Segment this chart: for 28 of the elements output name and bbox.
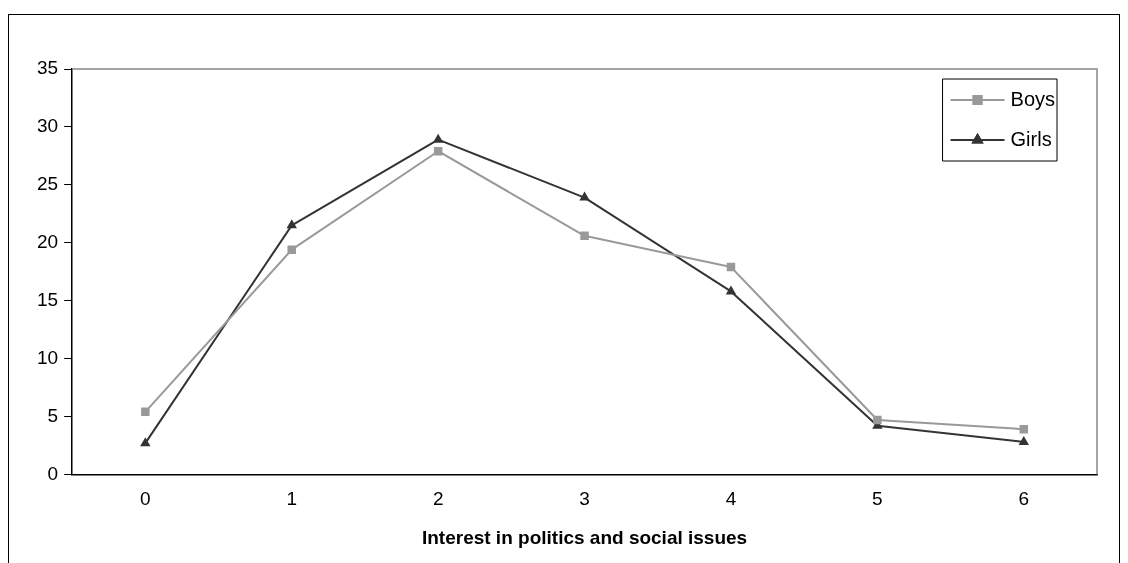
x-tick-label: 6 bbox=[1018, 488, 1030, 510]
point bbox=[140, 437, 151, 447]
legend-label: Boys bbox=[1010, 87, 1056, 110]
x-tick-label: 2 bbox=[432, 488, 444, 510]
x-tick-label: 5 bbox=[872, 488, 883, 510]
point bbox=[287, 245, 296, 254]
point bbox=[141, 407, 150, 417]
y-tick-label: 10 bbox=[36, 346, 59, 368]
point bbox=[432, 133, 444, 143]
y-tick-label: 20 bbox=[36, 230, 59, 252]
x-axis-title: Interest in politics and social issues bbox=[421, 526, 748, 548]
x-tick-label: 4 bbox=[725, 488, 737, 510]
legend-label: Girls bbox=[1010, 127, 1052, 150]
point bbox=[580, 231, 589, 241]
y-tick-label: 0 bbox=[47, 462, 59, 484]
x-tick-label: 0 bbox=[140, 488, 151, 510]
y-tick-label: 35 bbox=[36, 57, 59, 79]
x-tick-label: 1 bbox=[286, 488, 298, 510]
point bbox=[725, 285, 737, 295]
point bbox=[579, 191, 590, 201]
y-tick-label: 5 bbox=[47, 404, 59, 426]
point bbox=[286, 219, 297, 229]
point bbox=[873, 415, 882, 425]
x-tick-label: 3 bbox=[579, 488, 590, 510]
point bbox=[1018, 435, 1029, 445]
y-tick-label: 30 bbox=[36, 115, 59, 137]
y-tick-label: 15 bbox=[36, 288, 59, 310]
y-tick-label: 25 bbox=[36, 173, 59, 195]
